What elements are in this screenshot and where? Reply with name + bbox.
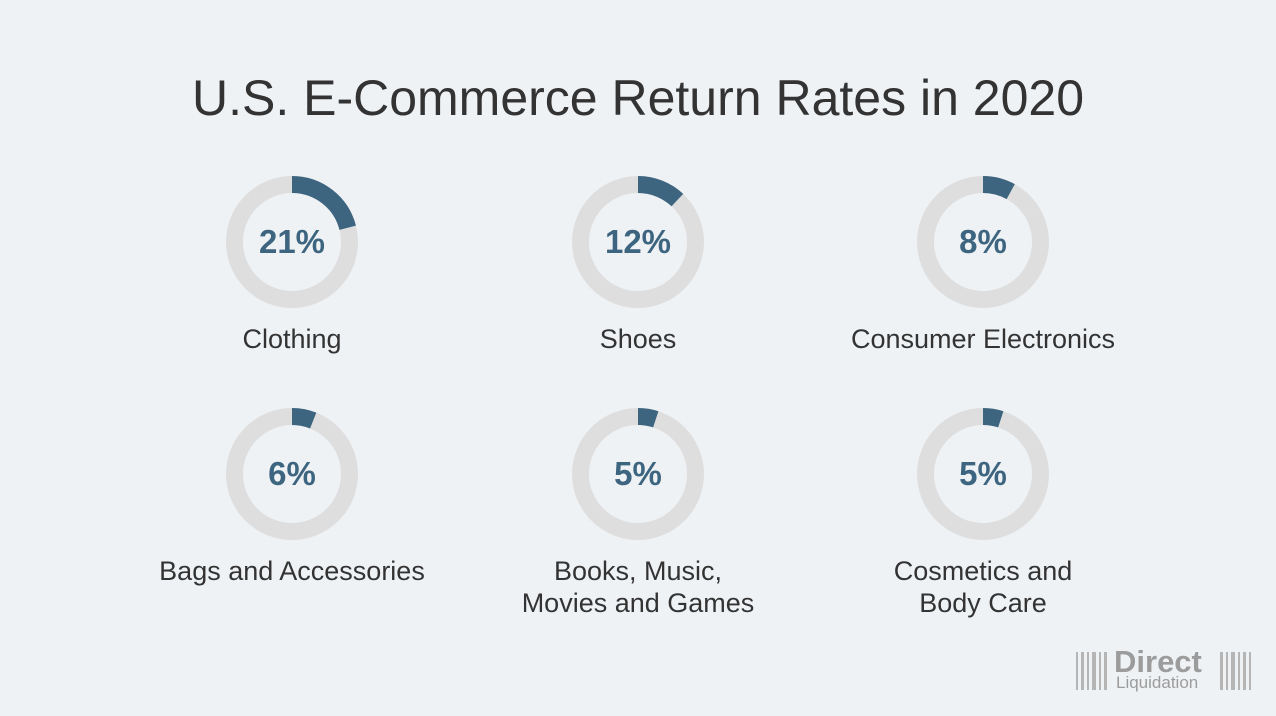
donut-svg — [226, 408, 358, 540]
donut-arc-5 — [572, 408, 704, 540]
donut-value-label: 21% — [258, 223, 326, 260]
donut-value-label: 6% — [268, 455, 316, 492]
donut-3: 8% — [916, 175, 1050, 309]
logo-text-direct: Direct — [1114, 644, 1202, 679]
donut-value-label: 5% — [614, 455, 662, 492]
donut-value-label: 5% — [959, 455, 1007, 492]
donut-svg — [226, 176, 358, 308]
donut-1: 21% — [225, 175, 359, 309]
donut-svg — [917, 176, 1049, 308]
donut-arc-3 — [917, 176, 1049, 308]
category-label: Shoes — [599, 324, 677, 354]
donut-arc-1 — [226, 176, 358, 308]
donut-5: 5% — [571, 407, 705, 541]
donut-svg — [572, 176, 704, 308]
brand-logo: Direct Liquidation — [1074, 646, 1254, 694]
donut-value-label: 12% — [604, 223, 672, 260]
barcode-icon — [1076, 652, 1251, 690]
donut-arc-2 — [572, 176, 704, 308]
category-label: Consumer Electronics — [850, 324, 1116, 354]
donut-arc-6 — [917, 408, 1049, 540]
chart-title: U.S. E-Commerce Return Rates in 2020 — [191, 70, 1085, 126]
category-label: Bags and Accessories — [159, 556, 425, 586]
donut-6: 5% — [916, 407, 1050, 541]
logo-text-liquidation: Liquidation — [1116, 673, 1199, 692]
donut-value-label: 8% — [959, 223, 1007, 260]
category-label: Clothing — [242, 324, 342, 354]
donut-arc-4 — [226, 408, 358, 540]
donut-svg — [917, 408, 1049, 540]
donut-2: 12% — [571, 175, 705, 309]
category-label: Cosmetics and Body Care — [893, 556, 1073, 618]
category-label: Books, Music, Movies and Games — [521, 556, 755, 618]
donut-svg — [572, 408, 704, 540]
donut-4: 6% — [225, 407, 359, 541]
